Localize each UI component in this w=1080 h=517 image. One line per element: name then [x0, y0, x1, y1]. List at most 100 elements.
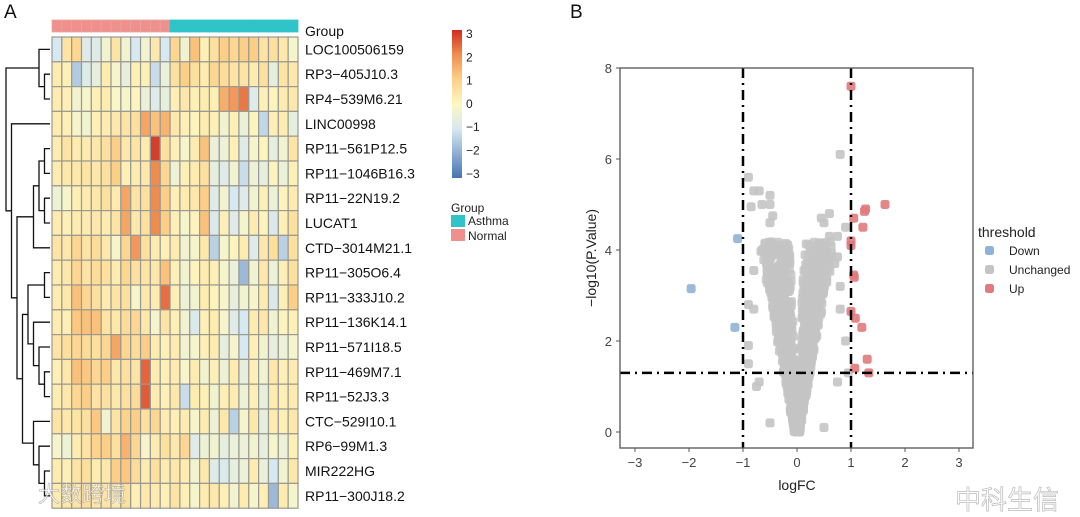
- point-unchanged: [819, 218, 829, 228]
- annotation-cell: [218, 19, 230, 33]
- point-unchanged: [774, 260, 784, 270]
- heatmap-cell: [100, 210, 112, 237]
- annotation-cell: [189, 19, 200, 33]
- heatmap-cell: [267, 85, 279, 112]
- heatmap-cell: [149, 482, 161, 509]
- heatmap-cell: [80, 458, 92, 485]
- point-unchanged: [765, 418, 775, 428]
- dendrogram-branch: [32, 185, 50, 249]
- heatmap-cell: [80, 61, 92, 88]
- heatmap-cell: [218, 185, 230, 212]
- heatmap-cell: [90, 358, 102, 385]
- heatmap-cell: [208, 458, 220, 485]
- colorbar-tick-label: 3: [466, 27, 473, 41]
- heatmap-cell: [267, 234, 279, 261]
- heatmap-cell: [179, 259, 191, 286]
- heatmap-cell: [139, 309, 151, 336]
- annotation-cell: [179, 19, 191, 33]
- heatmap-cell: [71, 433, 83, 460]
- heatmap-cell: [169, 210, 181, 237]
- colorbar-tick-label: −2: [466, 144, 480, 158]
- heatmap-cell: [71, 61, 83, 88]
- heatmap-cell: [248, 110, 260, 137]
- row-labels: LOC100506159 RP3−405J10.3 RP4−539M6.21 LINC…: [305, 41, 415, 503]
- dendrogram-branch: [43, 271, 50, 299]
- heatmap-cell: [71, 234, 83, 261]
- point-unchanged: [762, 259, 772, 269]
- heatmap-cell: [228, 210, 240, 237]
- heatmap-cell: [51, 110, 63, 137]
- point-unchanged: [784, 387, 794, 397]
- heatmap-cell: [120, 458, 132, 485]
- heatmap-cell: [248, 259, 260, 286]
- point-unchanged: [833, 252, 842, 262]
- annotation-cell: [90, 19, 102, 33]
- point-unchanged: [808, 325, 818, 335]
- heatmap-cell: [189, 259, 201, 286]
- heatmap-cell: [228, 36, 240, 63]
- axis-ticks: −3 −2 −1 0 1 2 3 0 2 4 6 8: [605, 61, 963, 470]
- heatmap-cell: [228, 433, 240, 460]
- point-unchanged: [841, 222, 851, 232]
- heatmap-cell: [100, 160, 112, 187]
- heatmap-cell: [277, 234, 289, 261]
- heatmap-cell: [90, 185, 102, 212]
- heatmap-cell: [169, 433, 181, 460]
- point-down: [733, 234, 743, 244]
- heatmap-cell: [258, 36, 270, 63]
- point-unchanged: [797, 376, 807, 386]
- heatmap-cell: [149, 135, 161, 162]
- heatmap-cell: [189, 458, 201, 485]
- heatmap-cell: [218, 160, 230, 187]
- heatmap-cell: [277, 334, 289, 361]
- point-unchanged: [841, 336, 851, 346]
- heatmap-cell: [139, 482, 151, 509]
- heatmap-cell: [90, 160, 102, 187]
- heatmap-cell: [179, 433, 191, 460]
- heatmap-cell: [61, 458, 73, 485]
- heatmap-cell: [248, 482, 260, 509]
- heatmap-grid: [51, 36, 299, 509]
- heatmap-cell: [208, 185, 220, 212]
- row-label: RP11−305O6.4: [305, 265, 401, 281]
- row-label: RP11−300J18.2: [305, 488, 405, 504]
- heatmap-cell: [51, 433, 63, 460]
- heatmap-cell: [189, 234, 201, 261]
- heatmap-cell: [208, 383, 220, 410]
- heatmap-cell: [130, 458, 142, 485]
- point-unchanged: [799, 386, 809, 396]
- point-up: [862, 354, 872, 364]
- heatmap-cell: [287, 433, 299, 460]
- heatmap-cell: [199, 458, 211, 485]
- heatmap-cell: [267, 185, 279, 212]
- heatmap-cell: [61, 259, 73, 286]
- heatmap-cell: [169, 458, 181, 485]
- heatmap-cell: [208, 358, 220, 385]
- point-unchanged: [749, 304, 759, 314]
- heatmap-cell: [90, 458, 102, 485]
- heatmap-cell: [80, 36, 92, 63]
- point-unchanged: [830, 259, 840, 269]
- heatmap-cell: [189, 284, 201, 311]
- heatmap-cell: [238, 61, 250, 88]
- heatmap-cell: [208, 259, 220, 286]
- heatmap-cell: [100, 309, 112, 336]
- annotation-cell: [238, 19, 250, 33]
- heatmap-cell: [277, 309, 289, 336]
- annotation-cell: [140, 19, 151, 33]
- annotation-cell: [287, 19, 299, 33]
- heatmap-cell: [51, 234, 63, 261]
- heatmap-cell: [130, 334, 142, 361]
- legend-swatch-normal: [451, 229, 465, 241]
- heatmap-cell: [277, 358, 289, 385]
- heatmap-cell: [120, 259, 132, 286]
- heatmap-cell: [277, 110, 289, 137]
- heatmap-cell: [208, 210, 220, 237]
- dendrogram-branch: [43, 197, 50, 224]
- heatmap-cell: [120, 36, 132, 63]
- heatmap-cell: [248, 234, 260, 261]
- heatmap-cell: [90, 334, 102, 361]
- point-unchanged: [783, 347, 793, 357]
- heatmap-cell: [267, 383, 279, 410]
- heatmap-cell: [169, 334, 181, 361]
